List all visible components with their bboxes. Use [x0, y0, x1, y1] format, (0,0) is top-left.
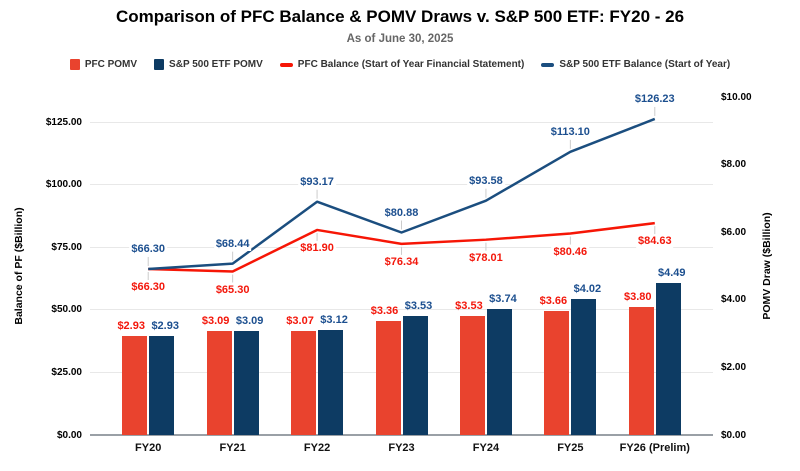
- chart-legend: PFC POMV S&P 500 ETF POMV PFC Balance (S…: [0, 59, 800, 70]
- left-axis-tick-label: $125.00: [45, 116, 82, 128]
- gridline: [90, 184, 713, 186]
- bar-value-label: $3.09: [201, 314, 230, 327]
- gridline: [90, 246, 713, 248]
- bar-value-label: $3.74: [489, 292, 517, 305]
- line-value-label: $65.30: [213, 283, 252, 297]
- x-axis-label: FY26 (Prelim): [619, 442, 690, 454]
- line-value-label: $93.58: [467, 174, 505, 188]
- legend-swatch-square-icon: [154, 59, 165, 70]
- bar-s-p-500-etf-pomv: [655, 283, 681, 435]
- right-axis-tick-label: $6.00: [721, 226, 747, 238]
- bar-value-label: $3.53: [404, 299, 433, 312]
- right-axis-tick-label: $4.00: [721, 294, 747, 306]
- legend-item-pfc-balance: PFC Balance (Start of Year Financial Sta…: [279, 59, 525, 70]
- bar-value-label: $3.66: [539, 295, 568, 308]
- bar-value-label: $2.93: [151, 319, 179, 332]
- left-axis-tick-label: $25.00: [51, 366, 82, 378]
- right-axis-tick-label: $8.00: [721, 159, 747, 171]
- bar-s-p-500-etf-pomv: [318, 329, 344, 435]
- bar-value-label: $3.36: [370, 305, 399, 318]
- legend-item-sp500-etf-pomv: S&P 500 ETF POMV: [154, 59, 263, 70]
- bar-value-label: $3.09: [235, 314, 264, 327]
- line-value-label: $78.01: [467, 251, 505, 265]
- legend-label: PFC POMV: [84, 59, 138, 70]
- chart-subtitle: As of June 30, 2025: [346, 33, 454, 45]
- legend-label: S&P 500 ETF POMV: [169, 59, 263, 70]
- left-axis-tick-label: $50.00: [51, 304, 82, 316]
- line-value-label: $76.34: [382, 255, 421, 269]
- legend-item-pfc-pomv: PFC POMV: [69, 59, 138, 70]
- chart-title: Comparison of PFC Balance & POMV Draws v…: [115, 7, 685, 26]
- bar-value-label: $4.02: [573, 283, 602, 296]
- bar-pfc-pomv: [122, 335, 148, 435]
- bar-pfc-pomv: [544, 311, 570, 435]
- bar-pfc-pomv: [291, 331, 317, 435]
- line-value-label: $126.23: [632, 92, 677, 106]
- left-axis-tick-label: $0.00: [56, 429, 82, 441]
- bar-pfc-pomv: [628, 306, 654, 435]
- left-axis-tick-label: $75.00: [51, 241, 82, 253]
- bar-value-label: $3.12: [320, 313, 348, 326]
- bar-s-p-500-etf-pomv: [233, 330, 259, 435]
- line-value-label: $84.63: [635, 235, 674, 249]
- right-axis-tick-label: $0.00: [721, 429, 747, 441]
- right-axis-title: POMV Draw ($Billion): [761, 212, 773, 320]
- x-axis-label: FY23: [388, 442, 415, 454]
- gridline: [90, 121, 713, 123]
- line-value-label: $80.46: [551, 245, 590, 259]
- x-axis-label: FY21: [219, 442, 246, 454]
- bar-value-label: $3.80: [624, 290, 652, 303]
- x-axis-baseline: [90, 434, 713, 436]
- left-axis-tick-label: $100.00: [45, 179, 82, 191]
- line-value-label: $66.30: [129, 243, 168, 256]
- line-value-label: $66.30: [129, 281, 168, 294]
- bar-s-p-500-etf-pomv: [149, 335, 175, 435]
- line-value-label: $93.17: [298, 175, 336, 189]
- legend-swatch-square-icon: [69, 59, 80, 70]
- line-value-label: $81.90: [298, 241, 336, 255]
- bar-value-label: $2.93: [117, 319, 145, 332]
- legend-swatch-line-icon: [541, 62, 555, 67]
- bar-value-label: $3.53: [455, 299, 483, 312]
- x-axis-label: FY24: [472, 442, 500, 454]
- line-value-label: $113.10: [548, 125, 592, 139]
- bar-s-p-500-etf-pomv: [402, 315, 428, 435]
- bar-value-label: $4.49: [658, 267, 686, 280]
- bar-s-p-500-etf-pomv: [571, 299, 597, 435]
- gridline: [90, 371, 713, 373]
- x-axis-label: FY20: [135, 442, 162, 454]
- bar-value-label: $3.07: [286, 315, 314, 328]
- x-axis-label: FY25: [557, 442, 584, 454]
- legend-swatch-line-icon: [279, 62, 293, 67]
- bar-s-p-500-etf-pomv: [486, 308, 512, 435]
- bar-pfc-pomv: [206, 330, 232, 435]
- right-axis-tick-label: $10.00: [721, 91, 752, 103]
- legend-item-sp500-etf-balance: S&P 500 ETF Balance (Start of Year): [541, 59, 730, 70]
- bar-pfc-pomv: [459, 315, 485, 435]
- right-axis-tick-label: $2.00: [721, 361, 747, 373]
- legend-label: S&P 500 ETF Balance (Start of Year): [559, 59, 731, 70]
- gridline: [90, 309, 713, 311]
- left-axis-title: Balance of PF ($Billion): [13, 207, 25, 325]
- x-axis-label: FY22: [303, 442, 331, 454]
- line-value-label: $80.88: [382, 206, 421, 220]
- line-value-label: $68.44: [213, 237, 252, 251]
- bar-pfc-pomv: [375, 321, 401, 435]
- legend-label: PFC Balance (Start of Year Financial Sta…: [297, 59, 525, 70]
